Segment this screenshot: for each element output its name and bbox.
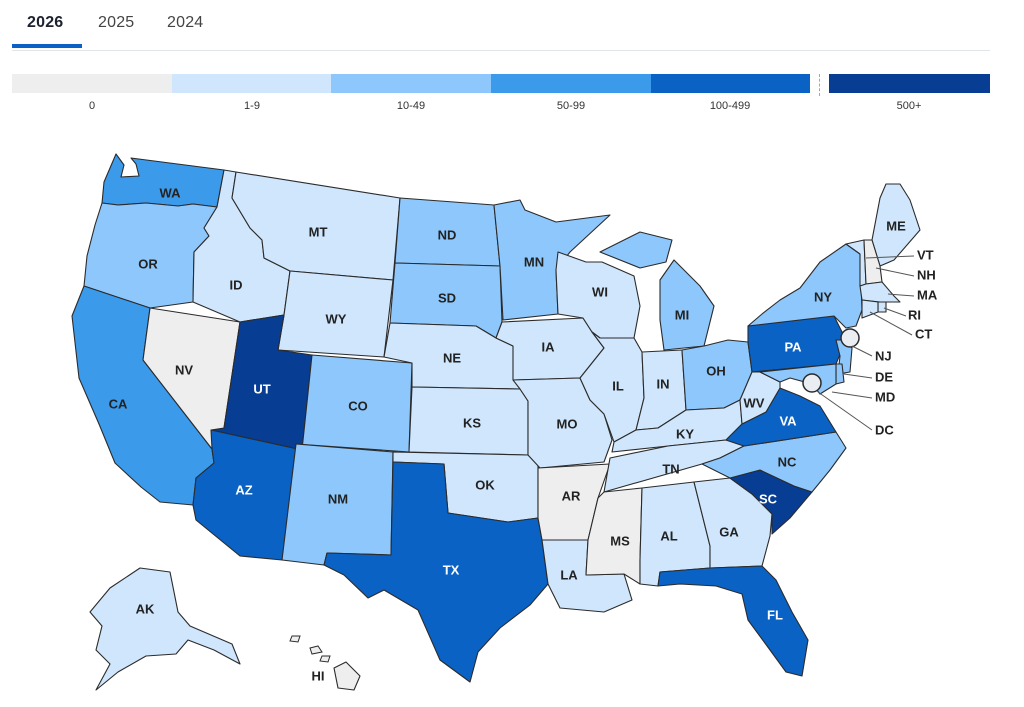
legend-swatch-100-499 (651, 74, 810, 93)
label-md: MD (875, 389, 895, 404)
label-la: LA (560, 567, 578, 582)
state-co[interactable] (295, 354, 413, 453)
callout-leader-lines (817, 255, 915, 431)
label-or: OR (138, 256, 158, 271)
state-ak[interactable] (89, 567, 241, 691)
label-ga: GA (719, 524, 739, 539)
label-il: IL (612, 378, 624, 393)
label-ak: AK (136, 601, 155, 616)
label-tn: TN (662, 461, 679, 476)
label-ar: AR (562, 488, 581, 503)
legend-swatch-0 (12, 74, 172, 93)
legend-label-500-plus: 500+ (896, 100, 922, 112)
legend-label-0: 0 (88, 100, 96, 112)
state-ri[interactable] (877, 301, 887, 313)
year-tabs: 2026 2025 2024 (12, 0, 990, 51)
label-ks: KS (463, 415, 481, 430)
legend: 0 1-9 10-49 50-99 100-499 500+ (12, 74, 990, 124)
label-nm: NM (328, 491, 348, 506)
label-ny: NY (814, 289, 832, 304)
label-va: VA (779, 413, 797, 428)
state-wy[interactable] (277, 270, 394, 358)
legend-separator (819, 74, 820, 96)
label-ca: CA (109, 396, 128, 411)
label-ok: OK (475, 477, 495, 492)
state-nh[interactable] (863, 239, 883, 285)
tab-2025[interactable]: 2025 (98, 14, 135, 31)
legend-label-10-49: 10-49 (396, 100, 426, 112)
label-dc: DC (875, 422, 894, 437)
label-ms: MS (610, 533, 630, 548)
label-al: AL (660, 528, 677, 543)
legend-swatch-50-99 (491, 74, 651, 93)
label-wi: WI (592, 284, 608, 299)
legend-swatch-10-49 (331, 74, 491, 93)
state-de[interactable] (835, 363, 845, 385)
legend-swatch-500-plus (829, 74, 990, 93)
state-ny[interactable] (747, 243, 863, 329)
label-ky: KY (676, 426, 694, 441)
state-tx[interactable] (323, 461, 549, 683)
legend-label-1-9: 1-9 (244, 100, 260, 112)
tab-2024[interactable]: 2024 (167, 14, 204, 31)
label-nc: NC (778, 454, 797, 469)
state-mi[interactable] (599, 231, 715, 351)
label-de: DE (875, 369, 893, 384)
state-hi[interactable] (333, 661, 361, 691)
label-ri: RI (908, 307, 921, 322)
label-co: CO (348, 398, 368, 413)
state-mn[interactable] (493, 199, 611, 321)
label-ia: IA (542, 339, 556, 354)
state-ct[interactable] (861, 299, 879, 319)
label-vt: VT (917, 247, 934, 262)
state-labels: WA OR CA NV ID MT WY UT AZ CO NM ND SD N… (109, 185, 938, 683)
label-wa: WA (160, 185, 182, 200)
label-nj: NJ (875, 348, 892, 363)
tab-2026[interactable]: 2026 (27, 14, 64, 31)
active-tab-indicator (12, 44, 82, 48)
label-nh: NH (917, 267, 936, 282)
label-mn: MN (524, 254, 544, 269)
label-ma: MA (917, 287, 938, 302)
label-pa: PA (784, 339, 802, 354)
label-ut: UT (253, 381, 270, 396)
label-ne: NE (443, 350, 461, 365)
label-oh: OH (706, 363, 726, 378)
state-ma[interactable] (859, 281, 901, 303)
label-hi: HI (312, 668, 325, 683)
label-mi: MI (675, 307, 689, 322)
label-me: ME (886, 218, 906, 233)
label-in: IN (657, 376, 670, 391)
label-az: AZ (235, 482, 252, 497)
label-mt: MT (309, 224, 328, 239)
label-nv: NV (175, 362, 193, 377)
label-sd: SD (438, 290, 456, 305)
label-mo: MO (557, 416, 578, 431)
legend-swatch-1-9 (172, 74, 331, 93)
label-wv: WV (744, 395, 765, 410)
state-me[interactable] (871, 183, 921, 267)
nj-callout-marker[interactable] (840, 328, 860, 348)
label-fl: FL (767, 607, 783, 622)
hawaii-islands (289, 635, 331, 663)
label-wy: WY (326, 311, 347, 326)
legend-label-100-499: 100-499 (709, 100, 751, 112)
state-il[interactable] (579, 331, 645, 443)
state-fl[interactable] (657, 565, 809, 677)
label-nd: ND (438, 227, 457, 242)
legend-label-50-99: 50-99 (556, 100, 586, 112)
label-sc: SC (759, 491, 778, 506)
label-ct: CT (915, 326, 932, 341)
label-tx: TX (443, 562, 460, 577)
dc-callout-marker[interactable] (802, 373, 822, 393)
label-id: ID (230, 277, 243, 292)
